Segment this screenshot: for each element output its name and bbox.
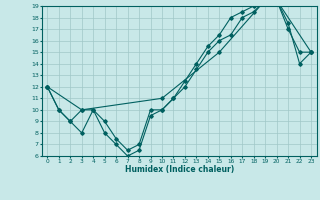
- X-axis label: Humidex (Indice chaleur): Humidex (Indice chaleur): [124, 165, 234, 174]
